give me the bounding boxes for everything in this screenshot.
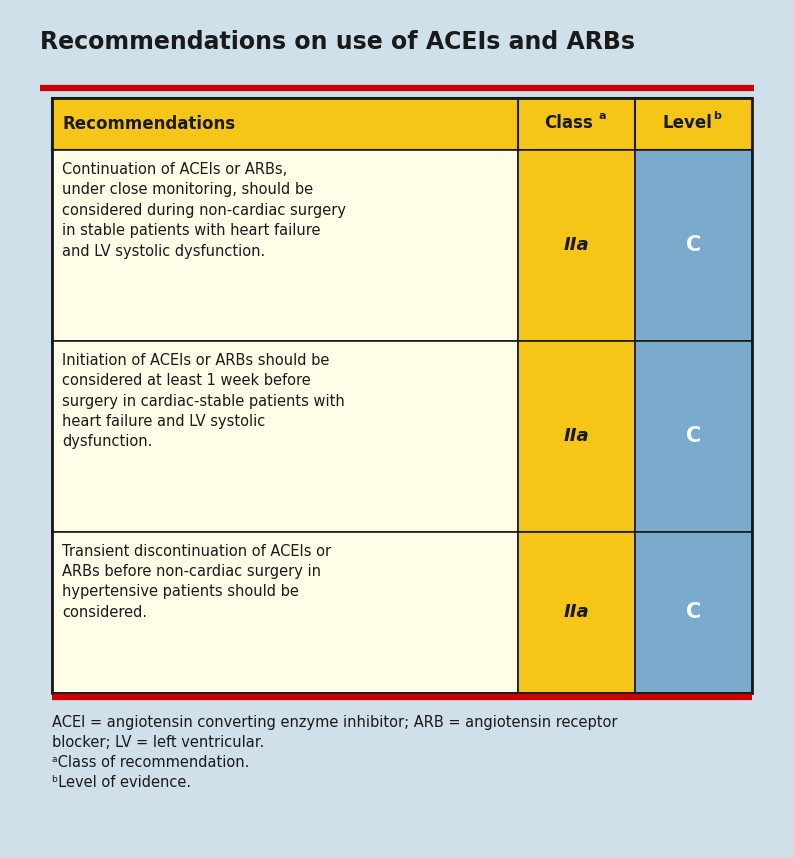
Bar [518,532,635,693]
Text: Transient discontinuation of ACEIs or
ARBs before non-cardiac surgery in
hyperte: Transient discontinuation of ACEIs or AR… [62,544,331,619]
Text: ACEI = angiotensin converting enzyme inhibitor; ARB = angiotensin receptor: ACEI = angiotensin converting enzyme inh… [52,715,618,730]
Bar [52,98,752,150]
Bar [52,150,518,341]
Text: IIa: IIa [564,237,589,254]
Bar [635,150,752,341]
Bar [518,150,635,341]
Text: IIa: IIa [564,603,589,621]
Text: Initiation of ACEIs or ARBs should be
considered at least 1 week before
surgery : Initiation of ACEIs or ARBs should be co… [62,353,345,450]
Bar [52,98,752,693]
Text: b: b [714,111,722,121]
Text: ᵃClass of recommendation.: ᵃClass of recommendation. [52,755,249,770]
Text: C: C [686,235,701,256]
Bar [635,341,752,532]
Text: Continuation of ACEIs or ARBs,
under close monitoring, should be
considered duri: Continuation of ACEIs or ARBs, under clo… [62,162,346,258]
Text: C: C [686,602,701,622]
Text: ᵇLevel of evidence.: ᵇLevel of evidence. [52,775,191,790]
Bar [518,341,635,532]
Text: IIa: IIa [564,427,589,445]
Text: Level: Level [663,114,712,132]
Text: C: C [686,426,701,446]
Text: Recommendations: Recommendations [62,115,235,133]
Text: Recommendations on use of ACEIs and ARBs: Recommendations on use of ACEIs and ARBs [40,30,635,54]
Bar [52,341,518,532]
Text: Class: Class [544,114,592,132]
Bar [52,532,518,693]
Bar [635,532,752,693]
Text: a: a [599,111,606,121]
Text: blocker; LV = left ventricular.: blocker; LV = left ventricular. [52,735,264,750]
